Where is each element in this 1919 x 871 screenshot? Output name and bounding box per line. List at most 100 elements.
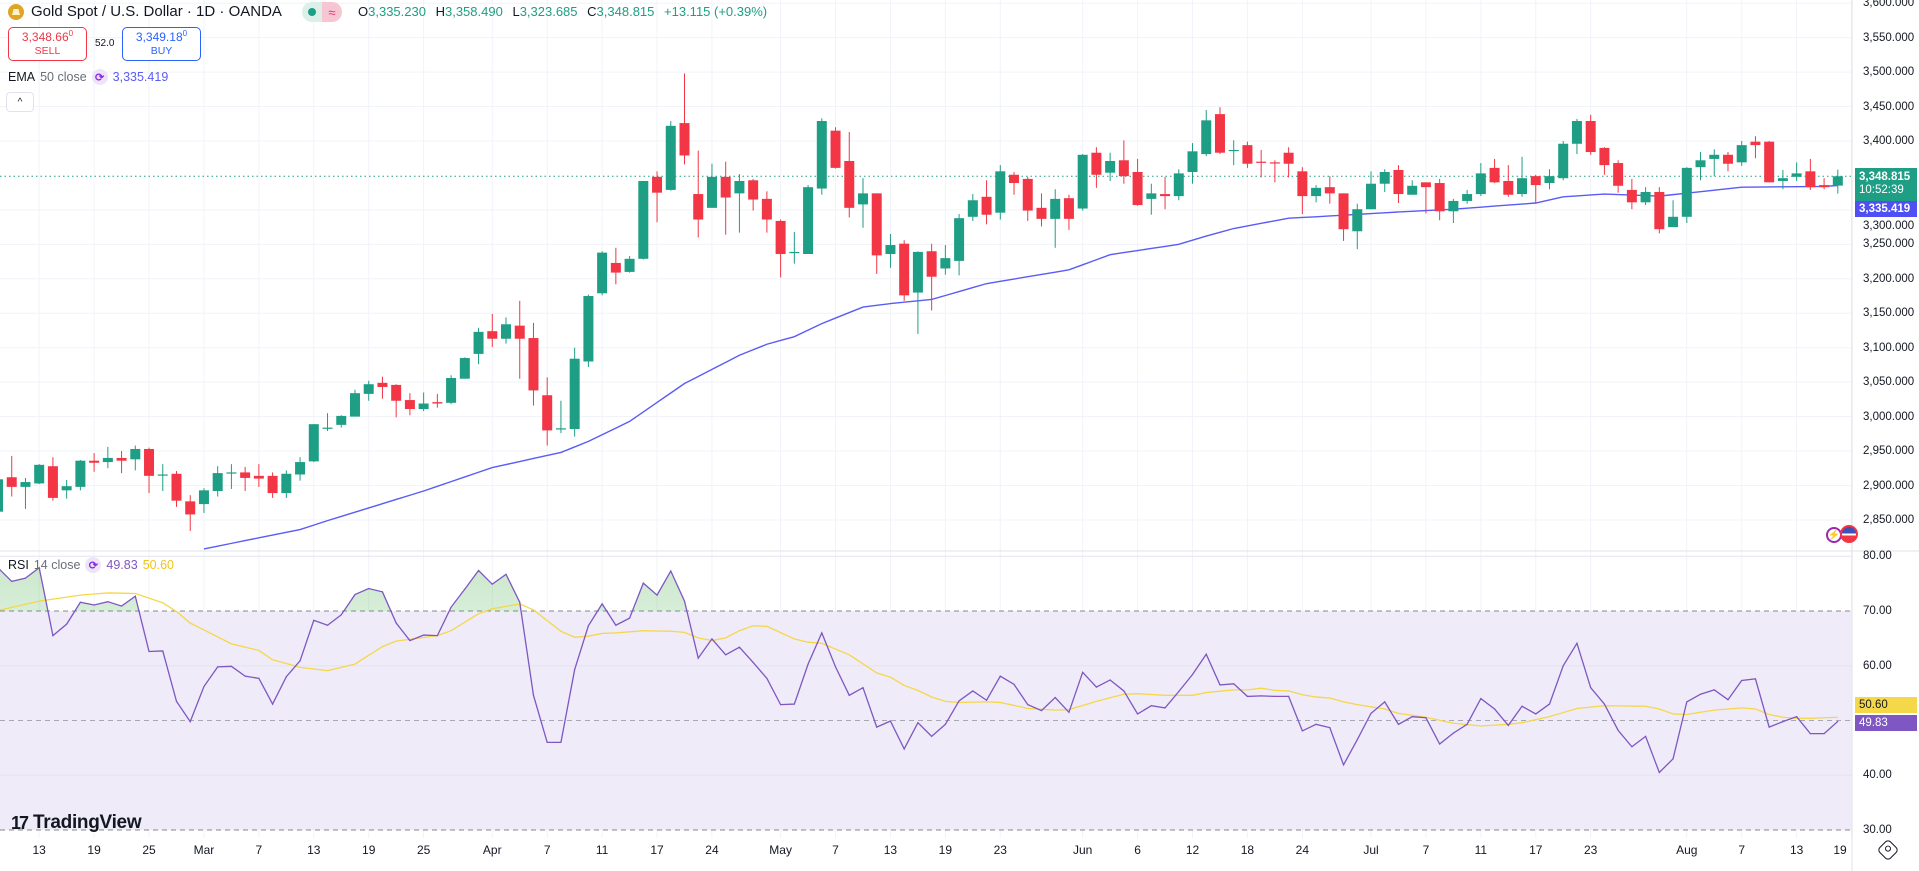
candle-up — [1228, 140, 1239, 166]
rsi-point — [656, 594, 658, 596]
collapse-legend-button[interactable]: ^ — [6, 92, 34, 112]
price-axis-label: 2,850.000 — [1863, 513, 1915, 526]
candle-up — [226, 464, 237, 489]
time-axis-label: 13 — [1789, 843, 1804, 857]
candle-body — [1036, 207, 1047, 219]
candle-body — [75, 460, 86, 487]
candle-down — [1269, 160, 1280, 183]
rsi-params: 14 close — [33, 558, 81, 572]
candle-down — [1132, 158, 1143, 206]
rsi-point — [189, 720, 191, 723]
rsi-point — [1603, 703, 1606, 705]
candle-up — [555, 400, 566, 434]
rsi-point — [162, 650, 164, 652]
symbol-title[interactable]: Gold Spot / U.S. Dollar · 1D · OANDA — [31, 3, 282, 20]
sell-label: SELL — [34, 45, 61, 57]
candle-body — [157, 474, 168, 476]
ema-legend[interactable]: EMA 50 close ⟳ 3,335.419 — [8, 69, 168, 85]
time-axis-label: 25 — [142, 843, 156, 857]
candle-down — [748, 178, 759, 211]
rsi-point — [1782, 720, 1784, 723]
approx-icon[interactable]: ≈ — [322, 2, 342, 22]
rsi-point — [711, 638, 713, 640]
rsi-legend[interactable]: RSI 14 close ⟳ 49.83 50.60 — [8, 557, 174, 573]
candle-up — [1311, 185, 1322, 203]
candle-body — [1063, 198, 1074, 219]
candle-body — [349, 393, 360, 417]
candle-down — [514, 300, 525, 379]
candle-up — [418, 392, 429, 412]
candle-body — [6, 477, 17, 487]
candle-down — [1324, 176, 1335, 204]
candle-body — [569, 358, 580, 430]
candle-body — [1599, 147, 1610, 166]
rsi-point — [1027, 704, 1029, 706]
candle-body — [775, 220, 786, 254]
candle-up — [1050, 189, 1061, 248]
price-axis-label: 3,150.000 — [1863, 307, 1915, 320]
candle-up — [473, 327, 484, 365]
rsi-point — [931, 735, 933, 737]
us-flag-event-icon[interactable] — [1840, 525, 1858, 543]
rsi-band — [0, 611, 1852, 830]
candle-down — [144, 447, 155, 494]
candle-body — [185, 501, 196, 515]
time-axis-label: 19 — [87, 843, 101, 857]
tradingview-logo[interactable]: 17 TradingView — [11, 812, 142, 834]
rsi-point — [1397, 723, 1400, 725]
time-axis-label: 11 — [595, 843, 609, 857]
candle-up — [1146, 183, 1157, 215]
candle-up — [295, 457, 306, 481]
candle-down — [1434, 178, 1445, 221]
rsi-point — [1672, 758, 1674, 760]
candle-body — [1393, 169, 1404, 195]
candle-down — [1585, 114, 1596, 155]
candle-body — [116, 457, 127, 461]
candle-body — [1640, 191, 1651, 203]
price-axis-label: 3,200.000 — [1863, 272, 1915, 285]
time-axis-label: Jun — [1072, 843, 1093, 857]
rsi-point — [230, 665, 233, 667]
candle-body — [1173, 173, 1184, 197]
rsi-point — [725, 654, 727, 656]
candle-body — [1434, 183, 1445, 212]
candle-body — [198, 490, 209, 505]
rsi-point — [66, 623, 68, 625]
candle-down — [1503, 165, 1514, 197]
candle-up — [1681, 167, 1692, 223]
rsi-point — [93, 604, 95, 606]
candle-up — [1366, 171, 1376, 210]
candle-body — [748, 180, 759, 200]
time-axis-label: 7 — [1422, 843, 1430, 857]
sell-button[interactable]: 3,348.660 SELL — [8, 27, 87, 61]
buy-button[interactable]: 3,349.180 BUY — [122, 27, 201, 61]
candle-body — [1311, 187, 1322, 197]
market-open-dot-icon[interactable] — [302, 2, 322, 22]
rsi-axis-label: 30.00 — [1863, 824, 1892, 836]
rsi-overbought-fill — [0, 567, 1838, 611]
rsi-point — [1590, 687, 1592, 689]
candle-down — [1009, 172, 1020, 195]
rsi-point — [1301, 730, 1303, 732]
time-axis-label: 24 — [705, 843, 719, 857]
rsi-point — [79, 601, 81, 603]
candle-body — [1462, 194, 1473, 201]
open-label: O — [358, 4, 369, 19]
logo-text: TradingView — [33, 812, 142, 833]
status-badges[interactable]: ≈ — [302, 2, 342, 22]
rsi-point — [326, 624, 329, 626]
time-axis-label: 25 — [416, 843, 431, 857]
candle-down — [1283, 147, 1294, 178]
ema-params: 50 close — [40, 70, 87, 84]
candle-body — [1201, 120, 1212, 155]
candle-body — [954, 218, 965, 261]
rsi-point — [1521, 705, 1523, 707]
candle-down — [720, 161, 731, 235]
loading-refresh-icon[interactable]: ⟳ — [85, 557, 102, 573]
loading-refresh-icon[interactable]: ⟳ — [91, 69, 108, 85]
candle-body — [583, 296, 594, 362]
candle-body — [1777, 178, 1788, 181]
candle-body — [555, 428, 566, 430]
rsi-axis-label: 80.00 — [1863, 550, 1892, 563]
